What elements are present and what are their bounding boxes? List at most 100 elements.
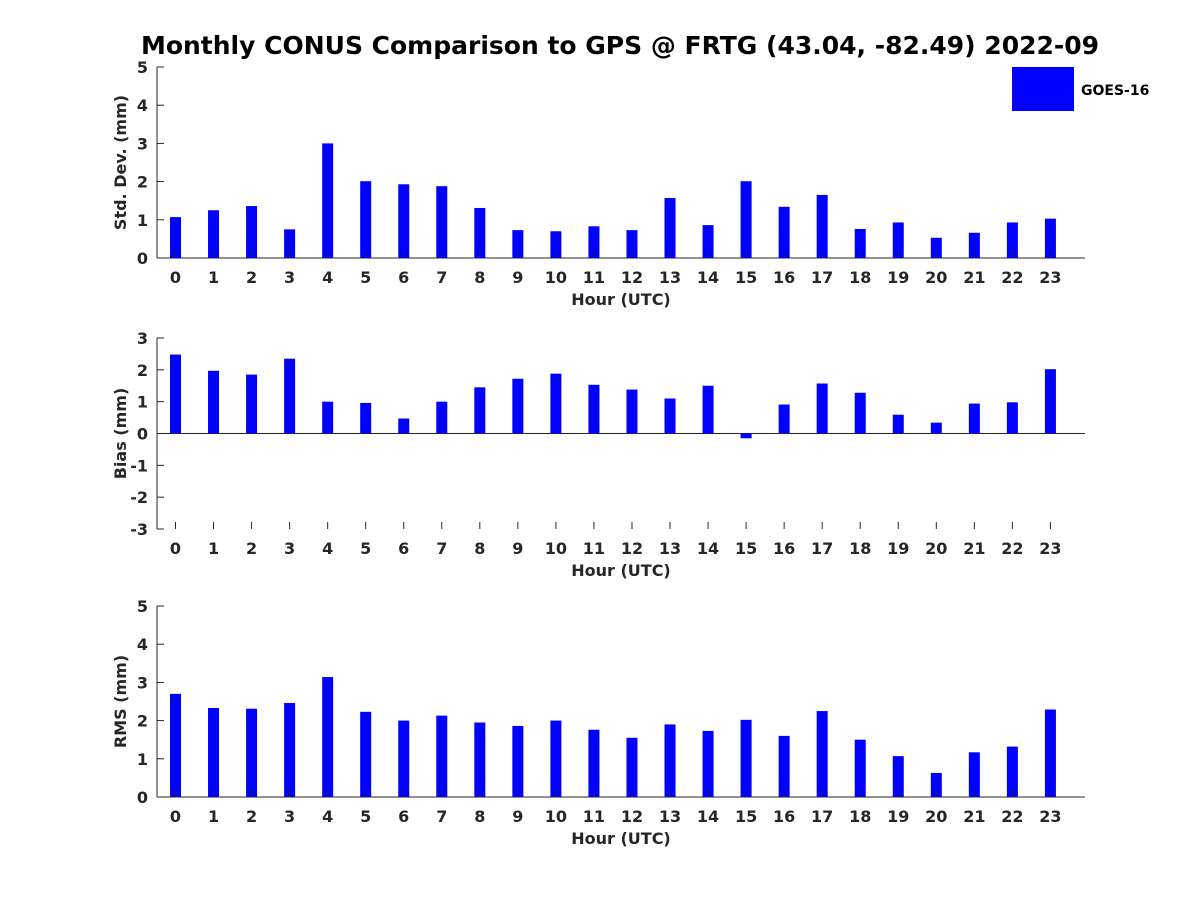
bar-hour-0 [170,217,181,258]
x-tick-label: 20 [925,539,947,558]
bar-hour-23 [1044,218,1056,258]
bar-hour-6 [398,720,410,797]
bar-hour-12 [626,230,638,258]
bar-hour-15 [740,433,752,439]
x-tick-label: 19 [887,539,909,558]
bar-hour-3 [284,703,296,797]
bar-hour-22 [1006,746,1018,797]
bar-hour-9 [512,230,524,258]
x-axis-label: Hour (UTC) [571,829,671,848]
x-tick-label: 13 [659,268,681,287]
x-tick-label: 19 [887,268,909,287]
x-tick-label: 13 [659,807,681,826]
bar-hour-5 [360,402,372,434]
x-tick-label: 5 [360,539,371,558]
legend: GOES-16 [1012,67,1149,111]
y-tick-label: 1 [137,211,148,230]
bar-hour-7 [436,401,448,434]
y-tick-label: 5 [137,597,148,616]
x-tick-label: 12 [621,539,643,558]
x-tick-label: 3 [284,539,295,558]
x-tick-label: 15 [735,539,757,558]
x-tick-label: 15 [735,268,757,287]
x-tick-label: 4 [322,807,333,826]
y-tick-label: -1 [130,456,148,475]
x-tick-label: 3 [284,807,295,826]
x-tick-label: 17 [811,539,833,558]
x-tick-label: 7 [436,807,447,826]
legend-label: GOES-16 [1081,83,1149,99]
x-tick-label: 11 [583,268,605,287]
y-tick-label: 3 [137,329,148,348]
bar-hour-20 [930,422,942,434]
bar-hour-13 [664,198,676,258]
y-tick-label: 2 [137,361,148,380]
x-tick-label: 10 [545,539,567,558]
bar-hour-3 [284,229,296,258]
bar-hour-6 [398,184,410,258]
x-tick-label: 9 [512,539,523,558]
x-tick-label: 5 [360,807,371,826]
x-tick-label: 18 [849,539,871,558]
bar-hour-16 [778,735,790,797]
bar-hour-0 [170,693,181,797]
bar-hour-10 [550,231,562,258]
x-tick-label: 13 [659,539,681,558]
x-tick-label: 5 [360,268,371,287]
x-tick-label: 6 [398,807,409,826]
bar-hour-13 [664,724,676,797]
bar-hour-21 [968,232,980,258]
bar-hour-12 [626,737,638,797]
x-tick-label: 2 [246,539,257,558]
bar-hour-20 [930,772,942,797]
x-tick-label: 20 [925,268,947,287]
y-tick-label: 4 [137,96,148,115]
bar-hour-23 [1044,709,1056,797]
y-tick-label: 3 [137,673,148,692]
bar-hour-6 [398,418,410,434]
bar-hour-5 [360,711,372,797]
bar-hour-14 [702,730,714,797]
x-tick-label: 21 [963,539,985,558]
x-tick-label: 14 [697,807,719,826]
y-tick-label: 0 [137,425,148,444]
x-tick-label: 11 [583,539,605,558]
bar-hour-17 [816,194,828,258]
x-tick-label: 6 [398,268,409,287]
x-tick-label: 11 [583,807,605,826]
bar-hour-14 [702,225,714,258]
x-tick-label: 22 [1001,807,1023,826]
bar-hour-1 [208,210,220,258]
x-tick-label: 9 [512,268,523,287]
bar-hour-7 [436,715,448,797]
x-tick-label: 12 [621,268,643,287]
bar-hour-8 [474,207,486,258]
x-tick-label: 8 [474,539,485,558]
y-tick-label: 2 [137,173,148,192]
y-axis-label: RMS (mm) [111,655,130,748]
x-axis-label: Hour (UTC) [571,561,671,580]
bar-hour-2 [246,708,258,797]
x-tick-label: 6 [398,539,409,558]
bar-hour-17 [816,383,828,434]
x-tick-label: 0 [170,539,181,558]
y-tick-label: -3 [130,520,148,539]
bar-hour-14 [702,385,714,434]
x-tick-label: 22 [1001,539,1023,558]
x-tick-label: 14 [697,539,719,558]
y-tick-label: -2 [130,488,148,507]
chart-title: Monthly CONUS Comparison to GPS @ FRTG (… [141,31,1099,60]
x-tick-label: 23 [1039,807,1061,826]
x-tick-label: 8 [474,807,485,826]
y-tick-label: 1 [137,750,148,769]
x-tick-label: 1 [208,268,219,287]
x-tick-label: 7 [436,539,447,558]
x-tick-label: 16 [773,268,795,287]
bar-hour-0 [170,354,181,434]
x-tick-label: 16 [773,539,795,558]
legend-swatch [1012,67,1074,111]
x-tick-label: 17 [811,268,833,287]
